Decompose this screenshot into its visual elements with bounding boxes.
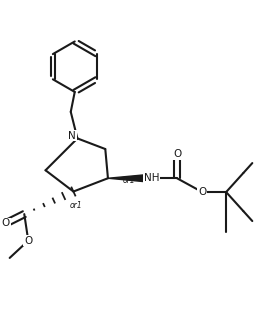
Text: or1: or1 — [69, 201, 82, 210]
Text: O: O — [24, 236, 32, 246]
Text: O: O — [198, 187, 206, 197]
Polygon shape — [108, 174, 150, 182]
Text: O: O — [2, 219, 10, 228]
Text: or1: or1 — [122, 176, 135, 185]
Text: N: N — [68, 131, 76, 141]
Text: NH: NH — [144, 173, 159, 183]
Text: O: O — [173, 149, 181, 159]
